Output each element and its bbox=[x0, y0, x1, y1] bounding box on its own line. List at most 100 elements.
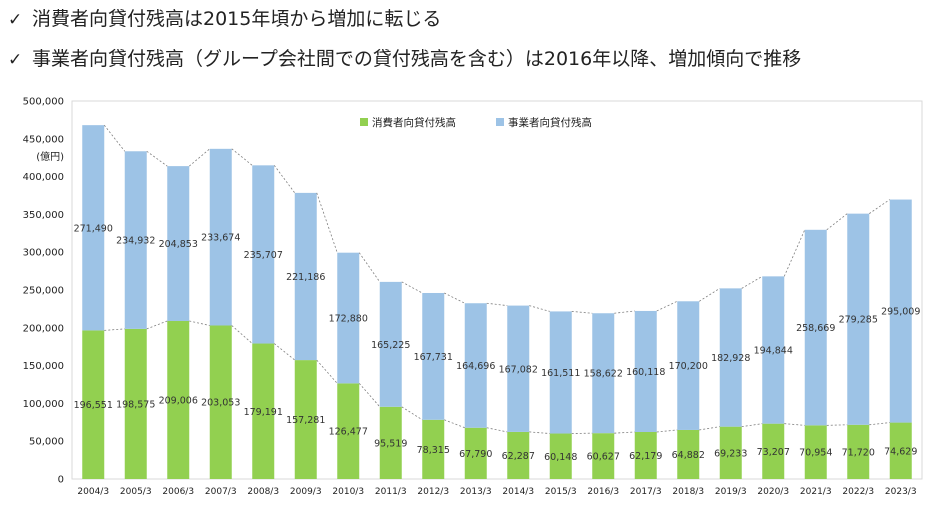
connector-consumer bbox=[699, 426, 720, 431]
legend-label-consumer: 消費者向貸付残高 bbox=[372, 116, 456, 129]
plot-area bbox=[71, 100, 923, 480]
connector-consumer bbox=[104, 328, 125, 331]
bullet-consumer-trend: ✓ 消費者向貸付残高は2015年頃から増加に転じる bbox=[8, 4, 441, 31]
data-label-consumer: 60,148 bbox=[544, 452, 577, 463]
check-icon: ✓ bbox=[8, 50, 23, 70]
x-tick-label: 2009/3 bbox=[290, 487, 322, 497]
bar-consumer bbox=[889, 422, 912, 479]
connector-total bbox=[316, 192, 338, 253]
data-label-business: 233,674 bbox=[201, 233, 240, 244]
data-label-consumer: 209,006 bbox=[159, 395, 198, 406]
x-tick-label: 2016/3 bbox=[587, 487, 619, 497]
connector-total bbox=[656, 300, 678, 312]
y-tick-label: 400,000 bbox=[23, 172, 64, 183]
x-tick-label: 2020/3 bbox=[757, 487, 789, 497]
data-label-business: 295,009 bbox=[881, 307, 920, 318]
bar-business bbox=[294, 192, 317, 361]
bar-business bbox=[464, 303, 487, 428]
x-tick-label: 2006/3 bbox=[162, 487, 194, 497]
connector-consumer bbox=[146, 320, 168, 330]
bar-consumer bbox=[719, 426, 742, 479]
bar-business bbox=[337, 252, 360, 384]
connector-total bbox=[188, 148, 211, 167]
connector-total bbox=[103, 124, 126, 152]
stacked-bar-chart: 0 50,000 100,000 150,000 200,000 250,000 300,0… bbox=[23, 97, 923, 497]
data-label-business: 279,285 bbox=[839, 315, 878, 326]
data-label-consumer: 78,315 bbox=[417, 445, 450, 456]
x-tick-label: 2011/3 bbox=[375, 487, 407, 497]
connector-consumer bbox=[231, 325, 253, 344]
check-icon: ✓ bbox=[8, 10, 23, 30]
y-unit-label: (億円) bbox=[36, 150, 64, 163]
data-label-consumer: 126,477 bbox=[329, 427, 368, 438]
data-label-business: 158,622 bbox=[584, 369, 623, 380]
bar-consumer bbox=[422, 419, 445, 479]
connector-consumer bbox=[784, 423, 805, 426]
x-tick-label: 2018/3 bbox=[672, 487, 704, 497]
connector-consumer bbox=[273, 343, 296, 361]
bar-consumer bbox=[804, 425, 827, 479]
y-tick-label: 500,000 bbox=[23, 97, 64, 108]
y-tick-label: 450,000 bbox=[23, 134, 64, 145]
y-tick-label: 50,000 bbox=[29, 437, 64, 448]
x-tick-label: 2022/3 bbox=[842, 487, 874, 497]
connector-total bbox=[486, 302, 508, 306]
bar-consumer bbox=[379, 406, 402, 479]
bar-consumer bbox=[294, 360, 317, 479]
data-label-business: 204,853 bbox=[159, 239, 198, 250]
x-tick-label: 2007/3 bbox=[205, 487, 237, 497]
x-tick-label: 2017/3 bbox=[630, 487, 662, 497]
data-label-consumer: 179,191 bbox=[244, 407, 283, 418]
bar-business bbox=[847, 213, 870, 425]
data-label-business: 170,200 bbox=[669, 361, 708, 372]
x-tick-label: 2008/3 bbox=[247, 487, 279, 497]
data-label-consumer: 74,629 bbox=[884, 446, 917, 457]
connector-consumer bbox=[401, 406, 423, 421]
legend-label-business: 事業者向貸付残高 bbox=[508, 116, 592, 129]
connector-total bbox=[401, 281, 423, 294]
x-tick-label: 2019/3 bbox=[715, 487, 747, 497]
connector-consumer bbox=[358, 383, 381, 408]
connector-consumer bbox=[741, 423, 763, 428]
connector-total bbox=[358, 252, 381, 283]
connector-total bbox=[571, 311, 593, 314]
bar-consumer bbox=[762, 423, 785, 479]
data-label-consumer: 62,179 bbox=[629, 451, 662, 462]
bar-business bbox=[209, 148, 232, 326]
data-label-business: 258,669 bbox=[796, 323, 835, 334]
bar-consumer bbox=[634, 431, 657, 479]
y-tick-label: 200,000 bbox=[23, 323, 64, 334]
data-label-business: 164,696 bbox=[456, 361, 495, 372]
bar-consumer bbox=[592, 433, 615, 479]
y-tick-label: 100,000 bbox=[23, 399, 64, 410]
bar-consumer bbox=[209, 325, 232, 479]
connector-total bbox=[869, 199, 890, 214]
connector-consumer bbox=[529, 431, 550, 434]
bar-consumer bbox=[124, 328, 147, 479]
connector-total bbox=[444, 292, 465, 304]
connector-total bbox=[529, 305, 550, 312]
y-tick-label: 250,000 bbox=[23, 286, 64, 297]
data-label-consumer: 198,575 bbox=[116, 399, 155, 410]
bar-business bbox=[804, 229, 827, 426]
data-label-business: 221,186 bbox=[286, 272, 325, 283]
x-tick-label: 2013/3 bbox=[460, 487, 492, 497]
connector-total bbox=[783, 229, 806, 277]
bar-consumer bbox=[464, 427, 487, 479]
bar-business bbox=[124, 151, 147, 329]
x-tick-label: 2012/3 bbox=[417, 487, 449, 497]
bar-business bbox=[507, 305, 530, 432]
data-label-business: 167,082 bbox=[499, 364, 538, 375]
connector-consumer bbox=[869, 422, 890, 426]
bar-business bbox=[719, 288, 742, 427]
data-label-consumer: 60,627 bbox=[587, 452, 620, 463]
bullet-text-2: 事業者向貸付残高（グループ会社間での貸付残高を含む）は2016年以降、増加傾向で… bbox=[32, 48, 802, 70]
connector-consumer bbox=[826, 424, 848, 426]
data-label-consumer: 64,882 bbox=[672, 450, 705, 461]
connector-total bbox=[699, 288, 720, 302]
bar-business bbox=[549, 311, 572, 434]
bar-business bbox=[634, 310, 657, 432]
data-label-business: 234,932 bbox=[116, 236, 155, 247]
connector-consumer bbox=[444, 419, 465, 429]
data-label-business: 167,731 bbox=[414, 352, 453, 363]
